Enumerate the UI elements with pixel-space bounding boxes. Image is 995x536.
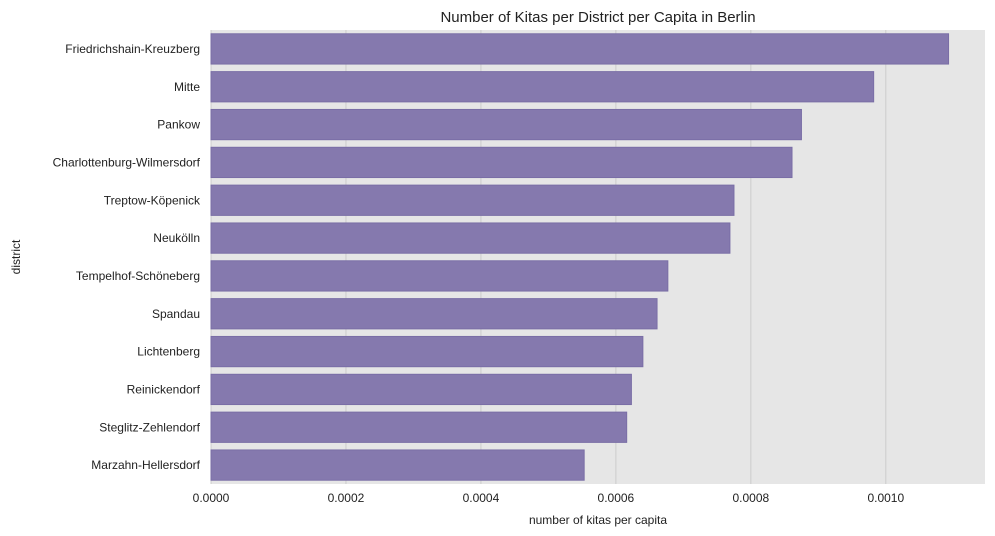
y-tick-label-10: Steglitz-Zehlendorf [99,420,200,434]
x-tick-label-3: 0.0006 [598,491,635,505]
y-tick-label-8: Lichtenberg [137,345,200,359]
bar-5 [210,222,731,254]
bar-3 [210,146,793,179]
bar-7 [210,298,658,330]
y-tick-labels: Friedrichshain-Kreuzberg Mitte Pankow Charl… [53,42,201,472]
bar-10 [210,411,628,443]
bar-9 [210,373,632,406]
x-tick-label-0: 0.0000 [193,491,230,505]
y-tick-label-6: Tempelhof-Schöneberg [76,269,200,283]
bar-11 [210,449,585,481]
bar-8 [210,335,644,368]
bars [210,33,950,481]
bar-1 [210,71,875,103]
x-tick-label-1: 0.0002 [328,491,365,505]
bar-2 [210,108,802,141]
y-tick-label-5: Neukölln [153,231,200,245]
grid-lines [210,30,887,484]
y-tick-label-4: Treptow-Köpenick [104,193,201,207]
x-axis-label: number of kitas per capita [529,513,667,527]
y-axis-label: district [9,239,23,274]
y-tick-label-2: Pankow [157,118,200,132]
x-tick-label-4: 0.0008 [732,491,769,505]
x-tick-label-5: 0.0010 [867,491,904,505]
y-tick-label-7: Spandau [152,307,200,321]
y-tick-label-0: Friedrichshain-Kreuzberg [65,42,200,56]
y-tick-label-1: Mitte [174,80,200,94]
x-tick-labels: 0.0000 0.0002 0.0004 0.0006 0.0008 0.0010 [193,491,905,505]
plot-area [211,30,985,484]
y-tick-label-11: Marzahn-Hellersdorf [91,458,200,472]
bar-6 [210,260,669,292]
chart-title: Number of Kitas per District per Capita … [440,9,755,26]
bar-4 [210,184,735,216]
y-tick-label-9: Reinickendorf [127,382,201,396]
bar-0 [210,33,950,65]
y-tick-label-3: Charlottenburg-Wilmersdorf [53,155,201,169]
x-tick-label-2: 0.0004 [463,491,500,505]
